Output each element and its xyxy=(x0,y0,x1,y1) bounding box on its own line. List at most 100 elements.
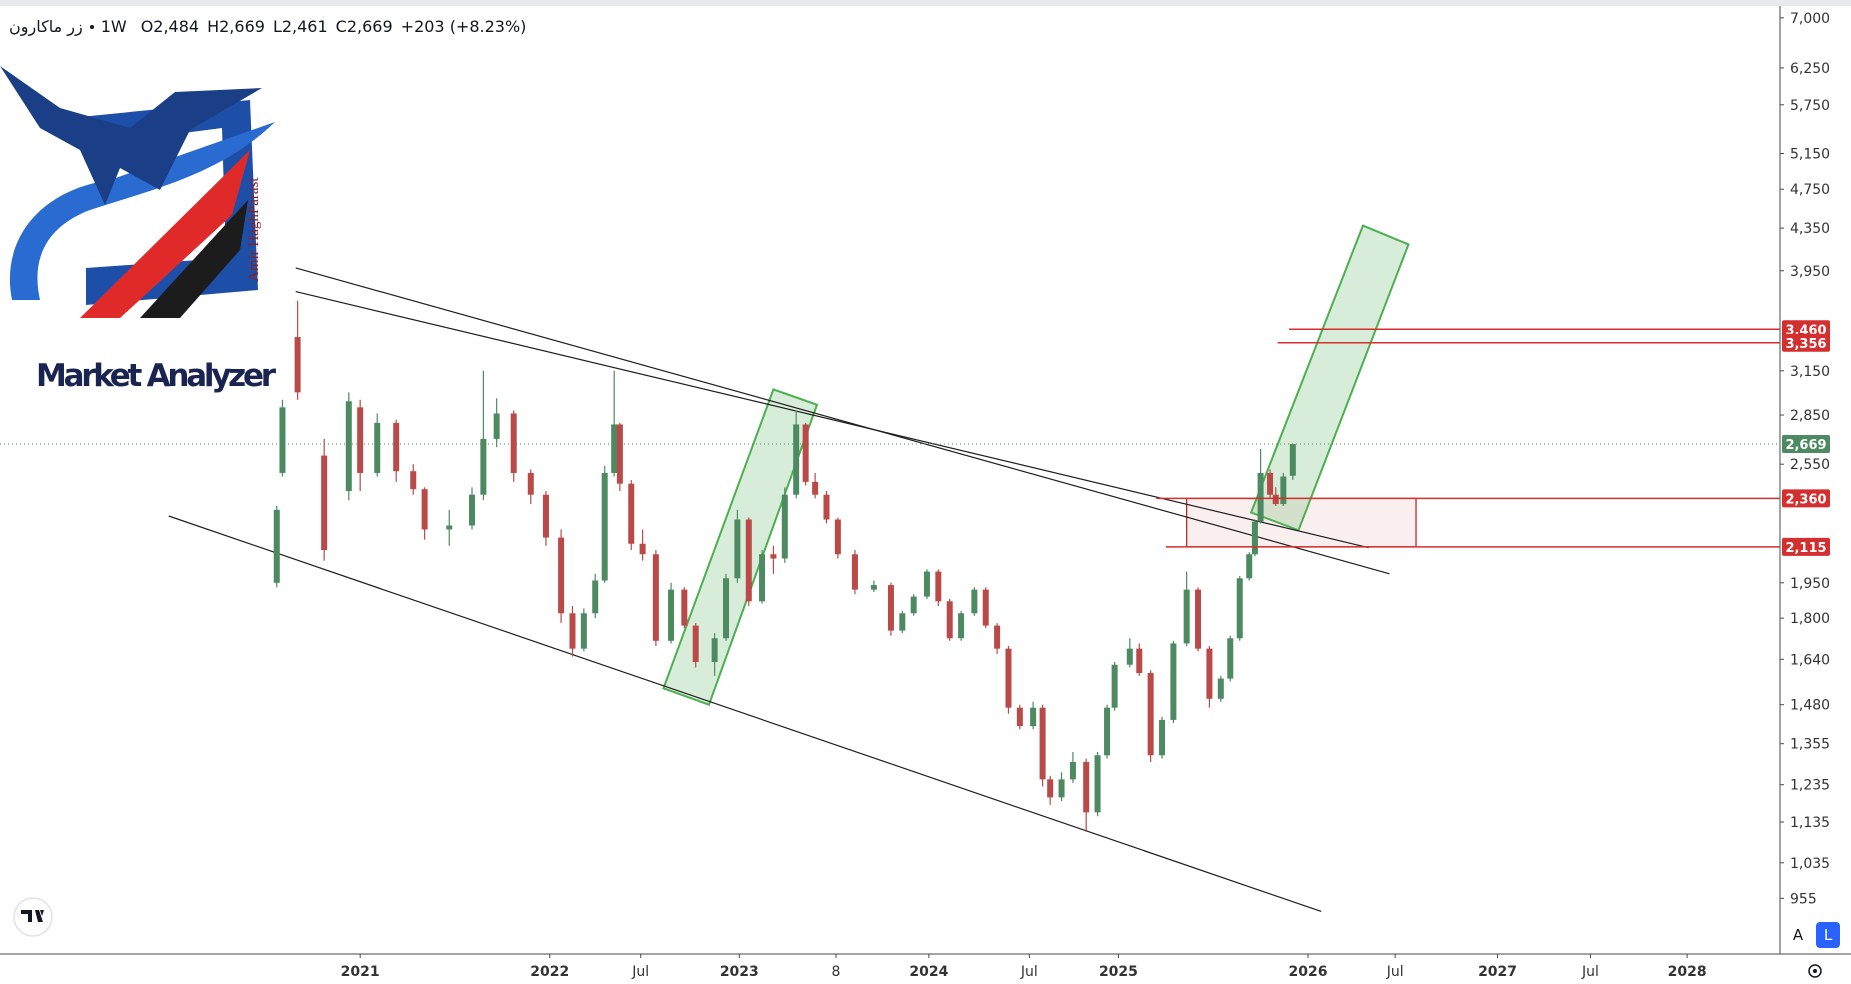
y-tick-label: 2,850 xyxy=(1790,408,1830,424)
y-tick-label: 2,550 xyxy=(1790,457,1830,473)
candle-body xyxy=(1289,444,1296,476)
ohlc-item: H2,669 xyxy=(207,17,265,36)
candle-body xyxy=(1058,779,1065,798)
y-tick-label: 955 xyxy=(1790,891,1817,907)
last-price-box xyxy=(1782,435,1830,454)
candle-body xyxy=(734,519,741,579)
trend-line xyxy=(295,267,1390,575)
ohlc-value: 2,461 xyxy=(281,17,328,36)
candle-body xyxy=(279,407,286,473)
y-tick-label: 1,135 xyxy=(1790,815,1830,831)
x-tick-label: 2023 xyxy=(720,964,759,980)
candle-body xyxy=(628,483,635,544)
candle-body xyxy=(958,613,965,639)
candle-body xyxy=(834,519,841,555)
ohlc-value: 2,669 xyxy=(346,17,393,36)
candle-body xyxy=(480,438,487,495)
candle-body xyxy=(692,625,699,663)
y-tick-label: 4,350 xyxy=(1790,221,1830,237)
x-tick-label: 2028 xyxy=(1668,964,1707,980)
tv-logo xyxy=(13,897,53,937)
candle-body xyxy=(910,596,917,614)
y-tick-label: 1,640 xyxy=(1790,652,1830,668)
logo-bird xyxy=(0,66,262,205)
settings-gear[interactable] xyxy=(1808,964,1822,978)
candle-body xyxy=(812,481,819,495)
candle-body xyxy=(923,571,930,597)
auto-scale-button[interactable]: A xyxy=(1792,926,1804,944)
last-price-label: 2,669 xyxy=(1785,438,1826,453)
candle-body xyxy=(592,580,599,614)
y-tick-label: 1,355 xyxy=(1790,737,1830,753)
settings-gear-center[interactable] xyxy=(1813,969,1817,973)
x-tick-label: 2025 xyxy=(1099,964,1138,980)
candle-body xyxy=(935,571,942,602)
candle-body xyxy=(681,589,688,626)
top-bar xyxy=(0,0,1851,6)
candle-body xyxy=(469,494,476,526)
candle-body xyxy=(1272,494,1279,505)
candle-body xyxy=(802,424,809,482)
y-tick-label: 1,480 xyxy=(1790,698,1830,714)
ohlc-item: C2,669 xyxy=(336,17,393,36)
candle-body xyxy=(345,401,352,491)
x-tick-label: 2022 xyxy=(530,964,569,980)
tv-mark xyxy=(21,910,44,922)
logo-red xyxy=(80,150,250,318)
candle-body xyxy=(639,543,646,555)
candle-body xyxy=(887,585,894,631)
candle-body xyxy=(1267,472,1274,495)
candle-body xyxy=(870,585,877,590)
separator-dot xyxy=(89,24,94,29)
interval: 1W xyxy=(100,17,127,36)
y-tick-label: 1,950 xyxy=(1790,576,1830,592)
candle-body xyxy=(1257,472,1264,522)
ohlc-item: O2,484 xyxy=(141,17,199,36)
candle-body xyxy=(994,625,1001,649)
candle-body xyxy=(1039,707,1046,780)
ohlc-key: C xyxy=(335,17,347,36)
logo-author: Amir HaghParast xyxy=(246,177,262,282)
candle-body xyxy=(1005,648,1012,708)
logo-title: Market Analyzer xyxy=(36,358,277,394)
candle-body xyxy=(1111,664,1118,708)
trend-line xyxy=(295,291,1369,549)
settings-icon[interactable] xyxy=(1808,964,1822,978)
candle-body xyxy=(294,337,301,393)
log-scale-button[interactable]: L xyxy=(1816,922,1840,948)
y-tick-label: 6,250 xyxy=(1790,61,1830,77)
candle-body xyxy=(652,554,659,641)
candle-body xyxy=(393,422,400,472)
candle-body xyxy=(823,494,830,520)
x-tick-label: Jul xyxy=(1581,964,1599,980)
candle-body xyxy=(1047,779,1054,798)
logo-swoosh xyxy=(9,122,276,300)
y-tick-label: 3,950 xyxy=(1790,264,1830,280)
candle-body xyxy=(1251,521,1258,555)
candle-body xyxy=(1147,672,1154,756)
candle-body xyxy=(1069,762,1076,780)
candle-body xyxy=(1236,578,1243,639)
candle-body xyxy=(851,554,858,590)
candle-body xyxy=(770,554,777,559)
price-label-box xyxy=(1782,333,1830,352)
candle-body xyxy=(611,424,618,473)
trend-line xyxy=(168,515,1322,913)
price-label-box xyxy=(1782,537,1830,556)
x-tick-label: Jul xyxy=(1020,964,1038,980)
y-tick-label: 1,035 xyxy=(1790,856,1830,872)
candle-body xyxy=(1104,707,1111,756)
candle-body xyxy=(711,638,718,663)
candle-body xyxy=(982,589,989,626)
candle-body xyxy=(1136,648,1143,673)
y-tick-label: 1,235 xyxy=(1790,778,1830,794)
candle-body xyxy=(273,509,280,583)
candle-body xyxy=(1195,589,1202,649)
candle-body xyxy=(1227,638,1234,679)
candle-body xyxy=(793,424,800,495)
candle-body xyxy=(493,413,500,439)
candle-body xyxy=(1280,476,1287,505)
price-label-box xyxy=(1782,489,1830,508)
